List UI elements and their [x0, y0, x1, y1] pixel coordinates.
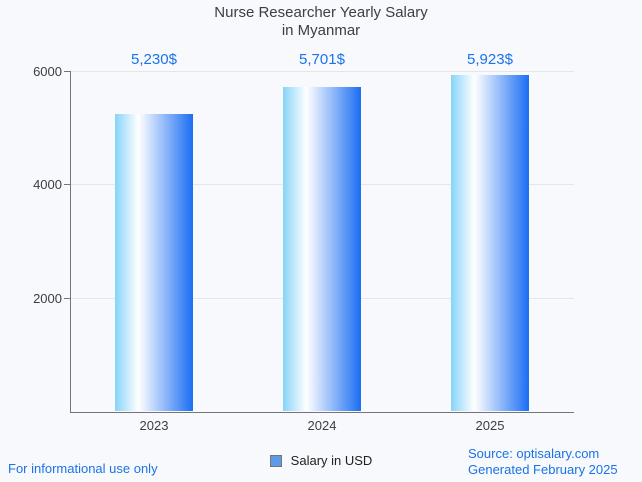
disclaimer-text: For informational use only: [8, 461, 158, 476]
bar-2025[interactable]: [451, 74, 529, 412]
source-link[interactable]: Source: optisalary.com: [468, 446, 600, 461]
generated-date: Generated February 2025: [468, 462, 618, 477]
y-axis-tick: [64, 184, 70, 186]
source-block: Source: optisalary.com Generated Februar…: [468, 446, 618, 478]
x-tick-label: 2023: [139, 417, 169, 433]
bar-2023[interactable]: [115, 114, 193, 412]
bar-value-label: 5,923$: [467, 51, 513, 68]
legend-swatch-icon: [269, 454, 282, 467]
y-axis-line: [70, 70, 71, 412]
bar-value-label: 5,230$: [131, 51, 177, 68]
legend-label: Salary in USD: [290, 453, 373, 468]
bar-2024[interactable]: [283, 87, 361, 412]
chart-title-line2: in Myanmar: [281, 22, 361, 39]
y-axis-tick: [64, 297, 70, 299]
chart-title-line1: Nurse Researcher Yearly Salary: [214, 4, 428, 21]
y-tick-label: 2000: [33, 290, 62, 306]
gridline: [70, 70, 574, 72]
bar-value-label: 5,701$: [299, 51, 345, 68]
legend: Salary in USD: [0, 453, 642, 468]
chart-title: Nurse Researcher Yearly Salary in Myanma…: [0, 4, 642, 40]
x-axis-line: [70, 411, 574, 413]
x-tick-label: 2025: [475, 417, 505, 433]
y-tick-label: 4000: [33, 177, 62, 193]
legend-item-salary[interactable]: Salary in USD: [269, 453, 373, 468]
y-axis-tick: [64, 70, 70, 72]
x-tick-label: 2024: [307, 417, 337, 433]
y-tick-label: 6000: [33, 63, 62, 79]
